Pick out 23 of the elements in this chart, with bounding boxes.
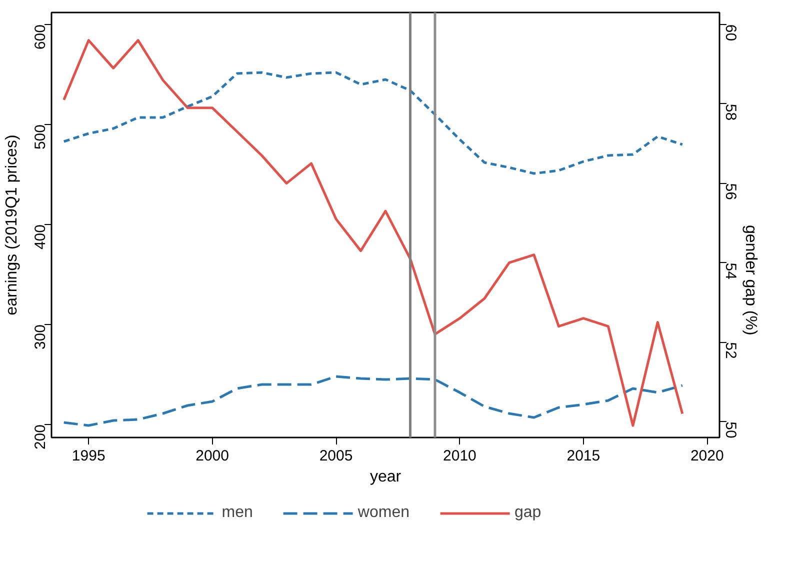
x-tick-label: 1995 [72, 448, 106, 464]
y-axis-title: earnings (2019Q1 prices) [4, 134, 20, 316]
x-tick-label: 2020 [690, 448, 724, 464]
y-tick-label: 400 [32, 224, 49, 250]
x-tick-label: 2015 [566, 448, 600, 464]
y-tick-label: 600 [32, 24, 49, 50]
y-tick-label: 500 [32, 124, 49, 150]
y2-tick-label: 52 [722, 342, 739, 359]
legend-label: men [222, 504, 253, 522]
y-tick-label: 200 [32, 424, 49, 450]
x-axis-title: year [370, 468, 402, 486]
legend-label: gap [514, 504, 542, 522]
x-tick-label: 2000 [196, 448, 230, 464]
y2-tick-label: 56 [722, 183, 739, 200]
y2-tick-label: 54 [722, 262, 739, 280]
y2-tick-label: 60 [722, 24, 739, 42]
x-tick-label: 2010 [443, 448, 476, 464]
y-tick-label: 300 [32, 324, 49, 350]
y2-tick-label: 58 [722, 104, 739, 121]
x-tick-label: 2005 [319, 448, 353, 464]
y2-tick-label: 50 [722, 422, 739, 438]
legend-label: women [358, 504, 410, 522]
y2-axis-title: gender gap (%) [742, 225, 759, 336]
